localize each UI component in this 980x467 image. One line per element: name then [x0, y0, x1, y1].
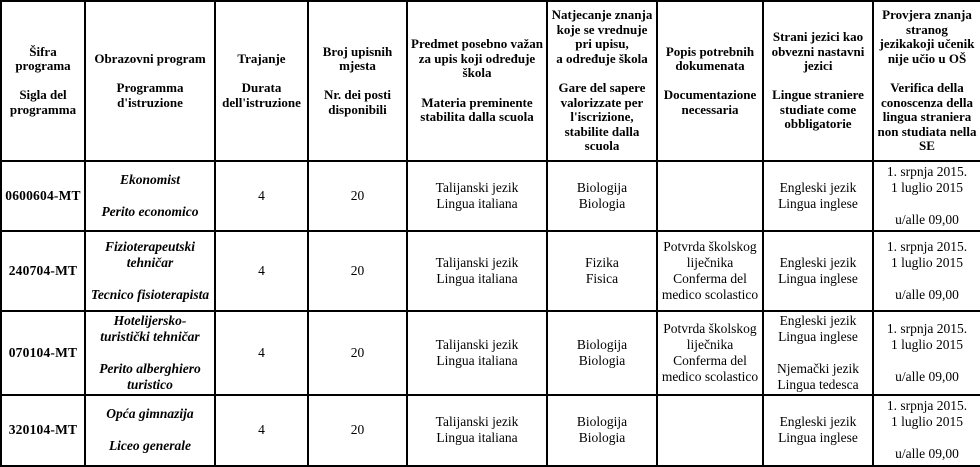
cell-program-code: 0600604-MT: [0, 160, 86, 232]
cell-exam-date: 1. srpnja 2015. 1 luglio 2015 u/alle 09,…: [872, 230, 980, 312]
cell-program-code: 320104-MT: [0, 393, 86, 467]
cell-program-code: 240704-MT: [0, 230, 86, 312]
cell-duration: 4: [214, 160, 309, 232]
cell-duration: 4: [214, 230, 309, 312]
cell-exam-date: 1. srpnja 2015. 1 luglio 2015 u/alle 09,…: [872, 393, 980, 467]
cell-foreign-languages: Engleski jezik Lingua inglese Njemački j…: [762, 310, 874, 396]
header-duration: Trajanje Durata dell'istruzione: [214, 0, 309, 162]
table-row: 070104-MT Hotelijersko-turistički tehnič…: [0, 310, 980, 396]
cell-seats: 20: [307, 230, 408, 312]
cell-exam-date: 1. srpnja 2015. 1 luglio 2015 u/alle 09,…: [872, 160, 980, 232]
cell-program-name: Opća gimnazija Liceo generale: [84, 393, 216, 467]
cell-exam-date: 1. srpnja 2015. 1 luglio 2015 u/alle 09,…: [872, 310, 980, 396]
cell-program-code: 070104-MT: [0, 310, 86, 396]
table-row: 0600604-MT Ekonomist Perito economico 4 …: [0, 160, 980, 232]
header-documents: Popis potrebnih dokumenata Documentazion…: [656, 0, 764, 162]
cell-seats: 20: [307, 393, 408, 467]
cell-competition: Biologija Biologia: [546, 393, 658, 467]
header-program-code: Šifra programa Sigla del programma: [0, 0, 86, 162]
cell-duration: 4: [214, 310, 309, 396]
cell-documents: [656, 393, 764, 467]
cell-documents: [656, 160, 764, 232]
cell-foreign-languages: Engleski jezik Lingua inglese: [762, 230, 874, 312]
header-competition: Natjecanje znanja koje se vrednuje pri u…: [546, 0, 658, 162]
cell-documents: Potvrda školskog liječnika Conferma del …: [656, 310, 764, 396]
header-row: Šifra programa Sigla del programma Obraz…: [0, 0, 980, 162]
header-foreign-languages: Strani jezici kao obvezni nastavni jezic…: [762, 0, 874, 162]
cell-important-subject: Talijanski jezik Lingua italiana: [406, 393, 548, 467]
cell-program-name: Hotelijersko-turistički tehničar Perito …: [84, 310, 216, 396]
cell-competition: Biologija Biologia: [546, 310, 658, 396]
cell-seats: 20: [307, 310, 408, 396]
table-row: 320104-MT Opća gimnazija Liceo generale …: [0, 393, 980, 467]
cell-foreign-languages: Engleski jezik Lingua inglese: [762, 393, 874, 467]
cell-competition: Biologija Biologia: [546, 160, 658, 232]
cell-important-subject: Talijanski jezik Lingua italiana: [406, 230, 548, 312]
cell-documents: Potvrda školskog liječnika Conferma del …: [656, 230, 764, 312]
cell-important-subject: Talijanski jezik Lingua italiana: [406, 310, 548, 396]
header-language-exam: Provjera znanja stranog jezikakoji učeni…: [872, 0, 980, 162]
cell-seats: 20: [307, 160, 408, 232]
table-row: 240704-MT Fizioterapeutski tehničar Tecn…: [0, 230, 980, 312]
cell-program-name: Fizioterapeutski tehničar Tecnico fisiot…: [84, 230, 216, 312]
cell-duration: 4: [214, 393, 309, 467]
cell-competition: Fizika Fisica: [546, 230, 658, 312]
header-program-name: Obrazovni program Programma d'istruzione: [84, 0, 216, 162]
cell-program-name: Ekonomist Perito economico: [84, 160, 216, 232]
header-important-subject: Predmet posebno važan za upis koji određ…: [406, 0, 548, 162]
cell-important-subject: Talijanski jezik Lingua italiana: [406, 160, 548, 232]
cell-foreign-languages: Engleski jezik Lingua inglese: [762, 160, 874, 232]
header-seats: Broj upisnih mjesta Nr. dei posti dispon…: [307, 0, 408, 162]
